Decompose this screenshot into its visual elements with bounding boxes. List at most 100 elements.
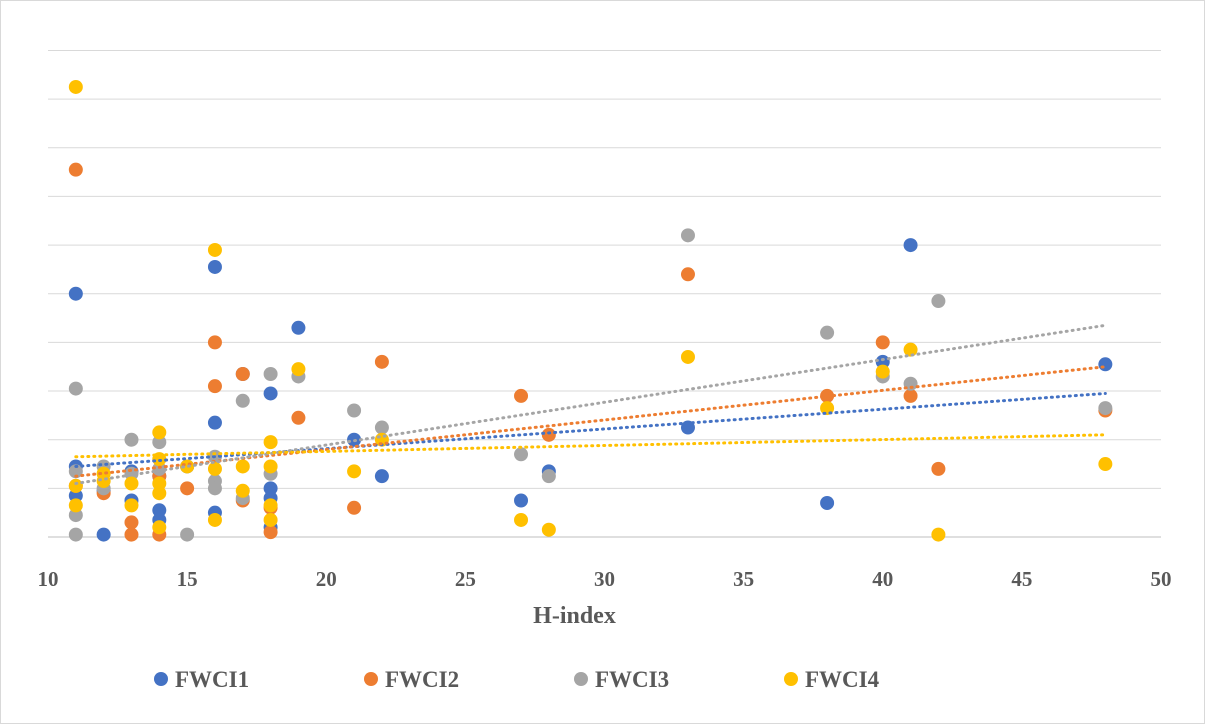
- legend-item-fwci1: FWCI1: [154, 667, 249, 692]
- x-tick-label: 45: [1011, 567, 1032, 591]
- data-point: [263, 525, 278, 540]
- data-point: [680, 349, 695, 364]
- data-point: [680, 228, 695, 243]
- x-tick-label: 40: [872, 567, 893, 591]
- legend-marker: [154, 672, 168, 686]
- data-point: [291, 410, 306, 425]
- data-point: [903, 342, 918, 357]
- x-tick-label: 50: [1151, 567, 1172, 591]
- x-tick-label: 15: [177, 567, 198, 591]
- data-point: [291, 320, 306, 335]
- legend-item-fwci4: FWCI4: [784, 667, 880, 692]
- data-point: [235, 483, 250, 498]
- data-point: [347, 403, 362, 418]
- data-point: [152, 520, 167, 535]
- data-point: [931, 294, 946, 309]
- trendlines: [74, 323, 1107, 485]
- data-point: [124, 476, 139, 491]
- data-point: [903, 238, 918, 253]
- data-point: [124, 498, 139, 513]
- data-point: [235, 393, 250, 408]
- data-point: [96, 527, 111, 542]
- data-point: [68, 488, 83, 503]
- data-point: [374, 469, 389, 484]
- data-point: [875, 364, 890, 379]
- data-point: [820, 325, 835, 340]
- data-point: [152, 461, 167, 476]
- trendline-fwci1: [74, 391, 1107, 468]
- data-point: [207, 379, 222, 394]
- data-point: [263, 367, 278, 382]
- data-point: [207, 461, 222, 476]
- data-point: [1098, 457, 1113, 472]
- legend-item-fwci3: FWCI3: [574, 667, 669, 692]
- legend-label: FWCI2: [385, 667, 459, 692]
- data-point: [180, 481, 195, 496]
- legend-item-fwci2: FWCI2: [364, 667, 459, 692]
- data-point: [207, 512, 222, 527]
- data-point: [291, 362, 306, 377]
- data-point: [514, 493, 529, 508]
- data-points: [68, 79, 1113, 542]
- x-tick-label: 25: [455, 567, 476, 591]
- series-fwci4: [68, 79, 1113, 542]
- data-point: [152, 435, 167, 450]
- legend: FWCI1 FWCI2 FWCI3 FWCI4: [154, 667, 880, 692]
- data-point: [541, 522, 556, 537]
- data-point: [68, 286, 83, 301]
- data-point: [263, 481, 278, 496]
- x-tick-label: 10: [38, 567, 59, 591]
- data-point: [931, 461, 946, 476]
- data-point: [541, 469, 556, 484]
- data-point: [68, 464, 83, 479]
- series-fwci3: [68, 228, 1113, 542]
- data-point: [931, 527, 946, 542]
- data-point: [68, 498, 83, 513]
- legend-marker: [574, 672, 588, 686]
- data-point: [680, 420, 695, 435]
- data-point: [152, 486, 167, 501]
- data-point: [68, 381, 83, 396]
- data-point: [680, 267, 695, 282]
- data-point: [152, 425, 167, 440]
- data-point: [207, 335, 222, 350]
- x-tick-label: 35: [733, 567, 754, 591]
- series-fwci1: [68, 238, 1113, 542]
- data-point: [514, 447, 529, 462]
- x-tick-labels: 10 15 20 25 30 35 40 45 50: [38, 567, 1172, 591]
- data-point: [263, 386, 278, 401]
- x-tick-label: 30: [594, 567, 615, 591]
- data-point: [124, 515, 139, 530]
- data-point: [235, 459, 250, 474]
- data-point: [124, 527, 139, 542]
- data-point: [347, 500, 362, 515]
- data-point: [207, 481, 222, 496]
- data-point: [1098, 357, 1113, 372]
- data-point: [514, 512, 529, 527]
- data-point: [1098, 401, 1113, 416]
- gridlines: [48, 49, 1161, 489]
- data-point: [263, 498, 278, 513]
- data-point: [68, 508, 83, 523]
- data-point: [207, 415, 222, 430]
- x-tick-label: 20: [316, 567, 337, 591]
- data-point: [263, 459, 278, 474]
- data-point: [541, 427, 556, 442]
- legend-label: FWCI4: [805, 667, 880, 692]
- data-point: [207, 242, 222, 257]
- data-point: [235, 367, 250, 382]
- data-point: [207, 259, 222, 274]
- data-point: [903, 388, 918, 403]
- data-point: [124, 432, 139, 447]
- data-point: [68, 527, 83, 542]
- data-point: [374, 354, 389, 369]
- trendline-fwci4: [74, 433, 1107, 459]
- data-point: [180, 527, 195, 542]
- trendline-fwci3: [74, 323, 1107, 485]
- data-point: [820, 495, 835, 510]
- x-axis-title: H-index: [533, 603, 616, 629]
- data-point: [152, 476, 167, 491]
- data-point: [263, 435, 278, 450]
